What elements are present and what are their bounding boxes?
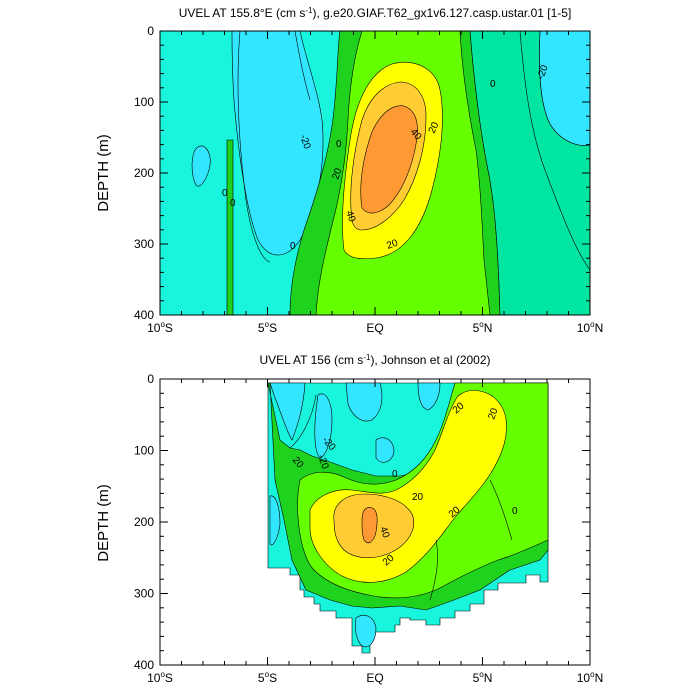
x-tick-value: 5: [473, 671, 480, 685]
y-tick-label: 300: [134, 587, 154, 601]
x-tick-label: 5oN: [473, 670, 493, 685]
x-tick-degree: o: [590, 670, 595, 679]
x-tick-value: 10: [577, 671, 591, 685]
contour-label: 0: [392, 469, 398, 480]
y-tick-label: 300: [134, 237, 154, 251]
x-tick-hemisphere: N: [595, 321, 604, 335]
x-tick-label: 10oS: [147, 320, 173, 335]
panel-bottom-contour-line-b: [489, 479, 513, 541]
panel-top-contour-line-a: [237, 31, 271, 263]
y-tick-label: 100: [134, 95, 154, 109]
y-tick-label: 0: [147, 24, 154, 38]
x-tick-value: EQ: [366, 321, 383, 335]
panel-bottom-contour-line-c: [429, 539, 438, 601]
contour-label: 0: [490, 79, 496, 90]
contour-label: 20: [330, 166, 344, 181]
panel-bottom-y-axis-label: DEPTH (m): [95, 484, 112, 562]
y-tick-label: 100: [134, 444, 154, 458]
panel-bottom-contours: [267, 382, 549, 654]
x-tick-value: 10: [147, 671, 161, 685]
x-tick-hemisphere: S: [269, 321, 277, 335]
x-tick-hemisphere: S: [165, 321, 173, 335]
panel-bottom-title: UVEL AT 156 (cm s-1), Johnson et al (200…: [259, 353, 490, 367]
x-tick-degree: o: [160, 670, 165, 679]
x-tick-label: EQ: [366, 321, 383, 335]
contour-label: 0: [290, 241, 296, 252]
panel-top-central-negative-region: [231, 31, 324, 256]
contour-label: 0: [336, 139, 342, 150]
panel-top-west-negative-cell: [191, 145, 211, 187]
x-tick-degree: o: [479, 670, 484, 679]
panel-top-east-teal-band: [469, 31, 590, 315]
contour-label: 0: [230, 198, 236, 209]
panel-bottom-negative-cell-a: [269, 382, 306, 441]
x-tick-label: 10oN: [577, 320, 603, 335]
contour-label: -20: [315, 453, 330, 471]
panel-top-contour-line-b: [519, 31, 590, 271]
contour-label: 20: [412, 492, 424, 503]
y-tick-label: 400: [134, 308, 154, 322]
x-tick-label: 10oS: [147, 670, 173, 685]
x-tick-degree: o: [265, 670, 270, 679]
panel-top-title: UVEL AT 155.8°E (cm s-1), g.e20.GIAF.T62…: [179, 6, 572, 20]
panel-top-contours: [160, 31, 590, 315]
x-tick-value: 5: [473, 321, 480, 335]
contour-label: 20: [427, 120, 442, 135]
x-tick-hemisphere: N: [595, 671, 604, 685]
y-tick-label: 200: [134, 166, 154, 180]
contour-label: 20: [385, 238, 400, 252]
x-tick-degree: o: [265, 320, 270, 329]
contour-label: 0: [512, 506, 518, 517]
x-tick-degree: o: [590, 320, 595, 329]
panel-bottom-negative-cell-g: [354, 615, 377, 648]
contour-label: -20: [535, 63, 550, 81]
panel-top-contour-line-c: [294, 31, 311, 101]
panel-bottom-negative-cell-e: [417, 382, 441, 411]
x-tick-label: 10oN: [577, 670, 603, 685]
panel-bottom-negative-cell-c: [345, 382, 383, 422]
panel-top-green-strip: [226, 139, 234, 315]
panel-top-y-axis-label: DEPTH (m): [95, 134, 112, 212]
x-tick-value: 10: [577, 321, 591, 335]
x-tick-value: 5: [258, 671, 265, 685]
x-tick-hemisphere: S: [269, 671, 277, 685]
panel-bottom-contour-line-a: [289, 394, 317, 449]
x-tick-degree: o: [160, 320, 165, 329]
contour-label: -20: [297, 133, 312, 151]
y-tick-label: 200: [134, 515, 154, 529]
x-tick-hemisphere: N: [484, 671, 493, 685]
contour-label: 40: [343, 209, 357, 224]
x-tick-value: 10: [147, 321, 161, 335]
x-tick-value: 5: [258, 321, 265, 335]
panel-bottom-negative-cell-d: [375, 437, 395, 463]
y-tick-label: 0: [147, 372, 154, 386]
x-tick-label: 5oS: [258, 320, 277, 335]
contour-label: 20: [486, 406, 500, 421]
x-tick-degree: o: [479, 320, 484, 329]
x-tick-label: 5oN: [473, 320, 493, 335]
panel-top: UVEL AT 155.8°E (cm s-1), g.e20.GIAF.T62…: [95, 6, 603, 335]
y-tick-label: 400: [134, 658, 154, 672]
contour-label: 40: [377, 525, 391, 540]
contour-label: 0: [222, 188, 228, 199]
x-tick-value: EQ: [366, 671, 383, 685]
x-tick-label: 5oS: [258, 670, 277, 685]
panel-top-jet-orange-core: [360, 105, 418, 214]
panel-bottom: UVEL AT 156 (cm s-1), Johnson et al (200…: [95, 353, 603, 685]
panel-bottom-negative-cell-b: [314, 393, 333, 459]
x-tick-hemisphere: S: [165, 671, 173, 685]
x-tick-label: EQ: [366, 671, 383, 685]
panel-bottom-orange-core: [361, 507, 378, 544]
x-tick-hemisphere: N: [484, 321, 493, 335]
panel-bottom-negative-cell-f: [269, 495, 281, 546]
